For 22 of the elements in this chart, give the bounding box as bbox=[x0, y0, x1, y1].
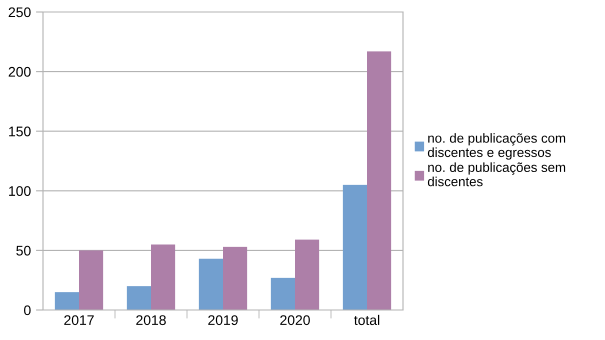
bar bbox=[79, 250, 104, 310]
x-tick-label: 2019 bbox=[208, 315, 238, 326]
bar bbox=[198, 258, 223, 310]
y-tick-label: 150 bbox=[9, 126, 31, 136]
bar bbox=[126, 286, 151, 310]
bar bbox=[342, 184, 367, 310]
bar bbox=[151, 244, 176, 310]
y-tick-label: 200 bbox=[8, 66, 31, 77]
x-tick-label: 2017 bbox=[64, 315, 94, 326]
bar bbox=[223, 246, 248, 310]
bar bbox=[270, 278, 295, 310]
x-tick-label: 2018 bbox=[136, 315, 166, 326]
bar bbox=[367, 51, 392, 310]
x-tick-label: total bbox=[354, 314, 380, 326]
legend-label: no. de publicações sem discentes bbox=[428, 162, 566, 186]
y-tick-label: 0 bbox=[24, 305, 31, 316]
bar bbox=[54, 292, 79, 310]
y-tick-label: 100 bbox=[9, 186, 31, 196]
y-tick-label: 250 bbox=[8, 7, 31, 18]
bar bbox=[295, 240, 320, 310]
x-tick-label: 2020 bbox=[280, 315, 310, 326]
y-tick-label: 50 bbox=[16, 246, 31, 256]
